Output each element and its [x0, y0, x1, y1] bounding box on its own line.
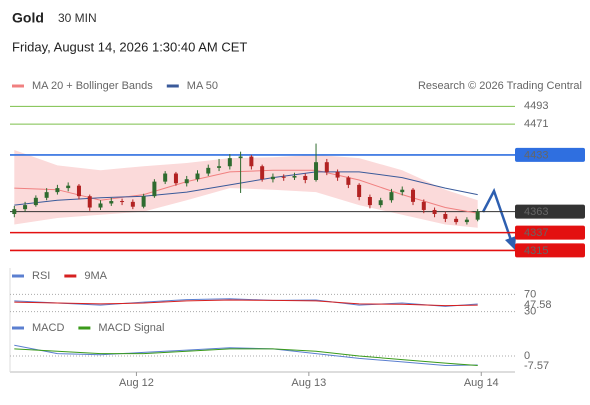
candle-body: [464, 219, 469, 223]
level-label: 4337: [524, 227, 548, 239]
candle-body: [270, 176, 275, 180]
candle-body: [120, 201, 125, 203]
candle-body: [152, 181, 157, 197]
candle-body: [130, 201, 135, 207]
candle-body: [432, 209, 437, 214]
ma-line: [14, 171, 478, 206]
level-box: [515, 225, 585, 240]
datetime: Friday, August 14, 2026 1:30:40 AM CET: [12, 39, 247, 54]
candle-body: [378, 200, 383, 206]
legend-label: 9MA: [84, 270, 107, 282]
candle-body: [324, 162, 329, 172]
current-value: -7.57: [524, 360, 549, 372]
candle-body: [249, 156, 254, 167]
level-label: 4433: [524, 149, 548, 161]
candle-body: [98, 203, 103, 208]
level-box: [515, 243, 585, 258]
candle-body: [76, 185, 81, 197]
candle-body: [195, 173, 200, 180]
candle-body: [163, 173, 168, 182]
candle-body: [443, 214, 448, 219]
title: Gold: [12, 10, 44, 26]
level-box: [515, 147, 585, 162]
candle-body: [367, 197, 372, 206]
forecast-arrow-head: [505, 236, 516, 250]
y-tick-label: 0: [524, 350, 530, 362]
candle-body: [23, 205, 28, 210]
candle-body: [475, 211, 480, 220]
candle-body: [184, 179, 189, 184]
candle-body: [206, 167, 211, 174]
candle-body: [454, 218, 459, 223]
candle-body: [217, 166, 222, 168]
candle-body: [303, 175, 308, 180]
candle-body: [141, 196, 146, 207]
candle-body: [66, 185, 71, 189]
indicator-line: [14, 348, 478, 366]
candle-body: [173, 173, 178, 184]
candle-body: [109, 201, 114, 204]
bollinger-band: [14, 150, 478, 228]
candle-body: [238, 156, 243, 159]
legend-label: MA 50: [187, 80, 218, 92]
timeframe: 30 MIN: [58, 11, 97, 25]
x-tick-label: Aug 12: [119, 377, 154, 389]
candle-body: [55, 188, 60, 193]
candle-body: [12, 209, 17, 214]
level-box: [515, 204, 585, 219]
level-label: 4493: [524, 100, 548, 112]
candle-body: [357, 184, 362, 197]
candle-body: [227, 158, 232, 167]
candle-body: [260, 166, 265, 180]
indicator-line: [14, 344, 478, 367]
candle-body: [411, 189, 416, 202]
candle-body: [335, 171, 340, 178]
candle-body: [281, 176, 286, 178]
candle-body: [346, 177, 351, 185]
candle-body: [314, 162, 319, 180]
level-label: 4315: [524, 245, 548, 257]
candle-body: [400, 189, 405, 193]
candle-body: [389, 192, 394, 201]
legend-label: RSI: [32, 270, 50, 282]
y-tick-label: 30: [524, 305, 536, 317]
indicator-line: [14, 299, 478, 307]
legend-label: MA 20 + Bollinger Bands: [32, 80, 153, 92]
legend-label: MACD Signal: [98, 322, 164, 334]
forecast-arrow: [481, 187, 514, 244]
candle-body: [421, 201, 426, 210]
current-value: 47.58: [524, 299, 552, 311]
credit: Research © 2026 Trading Central: [418, 80, 582, 92]
candle-body: [292, 175, 297, 178]
level-label: 4363: [524, 206, 548, 218]
indicator-line: [14, 298, 478, 307]
candle-body: [33, 197, 38, 206]
legend-label: MACD: [32, 322, 64, 334]
x-tick-label: Aug 14: [464, 377, 499, 389]
level-label: 4471: [524, 118, 548, 130]
x-tick-label: Aug 13: [291, 377, 326, 389]
candle-body: [87, 196, 92, 208]
candle-body: [44, 192, 49, 198]
y-tick-label: 70: [524, 288, 536, 300]
